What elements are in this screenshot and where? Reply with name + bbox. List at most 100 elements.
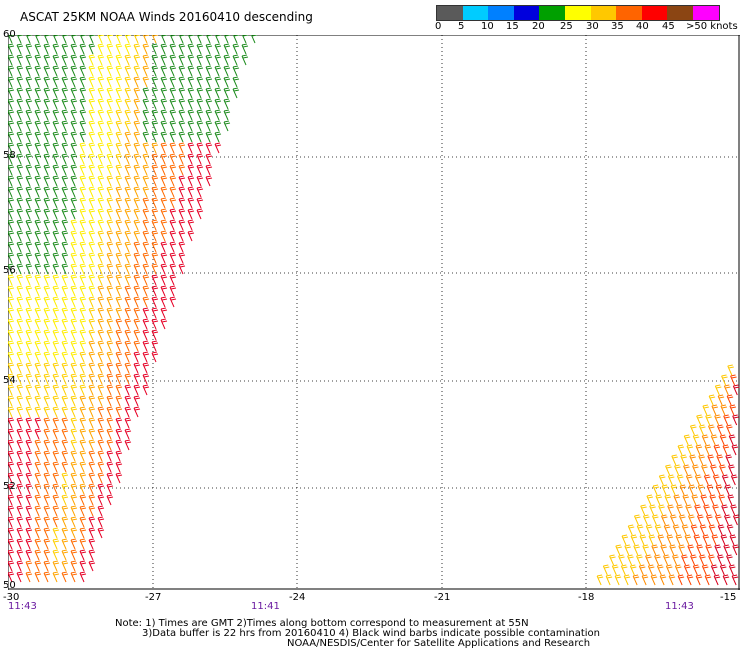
- wind-barb: [61, 351, 69, 363]
- wind-barb: [115, 197, 123, 209]
- wind-barb: [52, 54, 60, 66]
- wind-barb: [16, 505, 24, 517]
- wind-barb: [124, 35, 132, 44]
- wind-barb: [88, 43, 96, 55]
- wind-barb: [178, 230, 186, 242]
- wind-barb: [25, 505, 33, 517]
- wind-barb: [70, 230, 78, 242]
- wind-barb: [214, 131, 222, 143]
- wind-barb: [196, 76, 204, 88]
- lon-label-18: -18: [578, 592, 595, 603]
- wind-barb: [43, 274, 51, 286]
- wind-barb: [70, 131, 78, 143]
- wind-barb: [686, 444, 694, 456]
- wind-barb: [61, 274, 69, 286]
- wind-barb: [52, 131, 60, 143]
- wind-barb: [88, 318, 96, 330]
- wind-barb: [133, 340, 141, 352]
- wind-barb: [70, 450, 78, 462]
- wind-barb: [88, 450, 96, 462]
- lon-label-30: -30: [3, 592, 20, 603]
- wind-barb: [88, 428, 96, 440]
- wind-barb: [160, 241, 168, 253]
- wind-barb: [106, 483, 114, 495]
- wind-barb: [688, 484, 696, 496]
- wind-barb: [106, 197, 114, 209]
- wind-barb: [142, 373, 150, 385]
- wind-barb: [43, 384, 51, 396]
- wind-barb: [223, 98, 231, 110]
- wind-barb: [34, 307, 42, 319]
- wind-barb: [169, 35, 177, 44]
- wind-barb: [701, 564, 709, 576]
- wind-barb: [79, 230, 87, 242]
- wind-barb: [115, 428, 123, 440]
- wind-barb: [681, 554, 688, 566]
- wind-barb: [88, 340, 96, 352]
- wind-barb: [34, 417, 42, 429]
- wind-barb: [43, 263, 51, 275]
- wind-barb: [52, 263, 60, 275]
- wind-barb: [699, 554, 706, 566]
- wind-barb: [52, 406, 60, 418]
- wind-barb: [707, 454, 714, 466]
- wind-barb: [16, 538, 24, 550]
- wind-barb: [676, 504, 683, 516]
- wind-barb: [151, 329, 159, 341]
- wind-barb: [25, 351, 33, 363]
- wind-barb: [169, 98, 177, 110]
- wind-barb: [61, 65, 69, 77]
- wind-barb: [79, 98, 87, 110]
- wind-barb: [34, 461, 42, 473]
- wind-barb: [124, 395, 132, 407]
- wind-barb: [43, 65, 51, 77]
- wind-barb: [702, 404, 709, 416]
- wind-barb: [187, 109, 195, 121]
- wind-barb: [187, 142, 195, 154]
- wind-barb: [142, 307, 150, 319]
- wind-barb: [115, 384, 123, 396]
- wind-barb: [8, 549, 15, 561]
- wind-barb: [70, 285, 78, 297]
- legend-swatch: [564, 6, 591, 20]
- wind-barb: [43, 175, 51, 187]
- wind-barb: [686, 574, 694, 586]
- wind-barb: [717, 554, 724, 566]
- wind-barb: [636, 524, 644, 536]
- wind-barb: [43, 219, 51, 231]
- wind-barb: [8, 450, 15, 462]
- wind-barb: [88, 164, 96, 176]
- wind-barb: [61, 186, 69, 198]
- wind-barb: [70, 373, 78, 385]
- wind-barb: [214, 43, 222, 55]
- wind-barb: [16, 296, 24, 308]
- wind-barb: [16, 483, 24, 495]
- wind-barb: [34, 153, 42, 165]
- wind-barb: [8, 505, 15, 517]
- wind-barb: [142, 318, 150, 330]
- wind-barb: [642, 514, 650, 526]
- wind-barb: [673, 494, 680, 506]
- wind-barb: [52, 241, 60, 253]
- wind-barb: [43, 560, 51, 572]
- wind-barb: [169, 43, 177, 55]
- wind-barb: [178, 186, 186, 198]
- wind-barb: [79, 395, 87, 407]
- wind-barb: [34, 395, 42, 407]
- wind-barb: [187, 186, 195, 198]
- wind-barb: [205, 175, 213, 187]
- wind-barb: [43, 87, 51, 99]
- wind-barb: [678, 544, 685, 556]
- wind-barb: [25, 494, 33, 506]
- wind-barb: [645, 554, 652, 566]
- wind-barb: [696, 414, 703, 426]
- wind-barb: [205, 142, 213, 154]
- wind-barb: [178, 109, 186, 121]
- wind-barb: [97, 428, 105, 440]
- wind-barb: [61, 329, 69, 341]
- wind-barb: [250, 35, 258, 44]
- wind-barb: [43, 472, 51, 484]
- wind-barb: [79, 494, 87, 506]
- wind-barb: [731, 574, 739, 586]
- wind-barb: [669, 544, 676, 556]
